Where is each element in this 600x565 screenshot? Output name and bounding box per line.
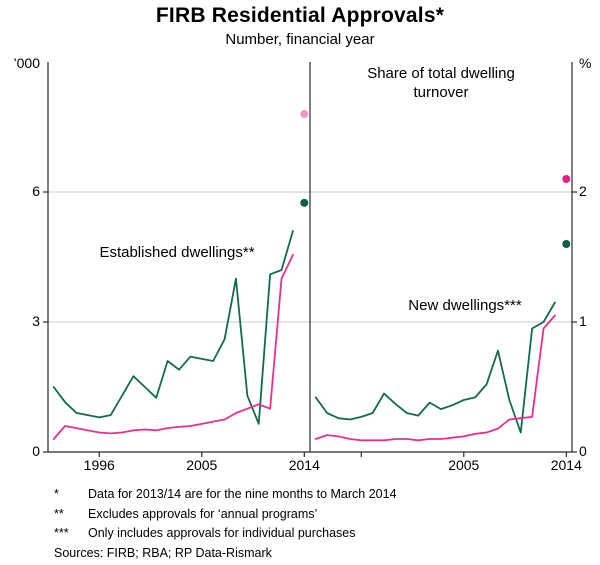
footnote-2-text: Excludes approvals for ‘annual programs’	[88, 506, 318, 521]
x-tick-label: 2005	[448, 457, 480, 473]
sources-line: Sources: FIRB; RBA; RP Data-Rismark	[54, 544, 594, 564]
footnotes: * Data for 2013/14 are for the nine mont…	[54, 485, 594, 563]
footnote-3-marker: ***	[54, 526, 69, 540]
footnote-3-text: Only includes approvals for individual p…	[88, 526, 356, 540]
x-tick-label: 2014	[288, 457, 320, 473]
footnote-1-marker: *	[54, 487, 59, 501]
dot-established-left	[300, 198, 309, 207]
x-tick-label: 2014	[550, 457, 582, 473]
y-tick-label-right: 0	[579, 443, 587, 459]
left-axis-unit-label: ’000	[13, 55, 40, 71]
footnote-2: ** Excludes approvals for ‘annual progra…	[54, 505, 594, 525]
y-tick-label-right: 1	[579, 313, 587, 329]
y-tick-label-left: 6	[32, 183, 40, 199]
chart-subtitle: Number, financial year	[225, 31, 375, 48]
dot-established-right	[562, 240, 571, 248]
chart-title: FIRB Residential Approvals*	[155, 4, 445, 27]
dot-new-left	[300, 110, 309, 118]
sources-text: Sources: FIRB; RBA; RP Data-Rismark	[54, 545, 272, 560]
footnote-3: *** Only includes approvals for individu…	[54, 524, 594, 544]
right-axis-unit-label: %	[579, 55, 592, 71]
footnote-2-marker: **	[54, 506, 64, 521]
x-tick-label: 1996	[83, 457, 115, 473]
dot-new-right	[562, 175, 571, 183]
footnote-1: * Data for 2013/14 are for the nine mont…	[54, 485, 594, 505]
y-tick-label-left: 0	[32, 443, 40, 459]
series-line-established-left	[52, 230, 294, 425]
series-line-established-right	[314, 301, 556, 434]
series-line-new-right	[314, 314, 556, 442]
series-line-new-left	[52, 253, 294, 440]
x-tick-label: 2005	[186, 457, 218, 473]
established-dwellings-label: Established dwellings**	[99, 244, 255, 261]
right-panel-title: Share of total dwelling turnover	[367, 65, 515, 101]
new-dwellings-label: New dwellings***	[408, 297, 522, 314]
y-tick-label-left: 3	[32, 313, 40, 329]
y-tick-label-right: 2	[579, 183, 587, 199]
footnote-1-text: Data for 2013/14 are for the nine months…	[88, 487, 397, 501]
